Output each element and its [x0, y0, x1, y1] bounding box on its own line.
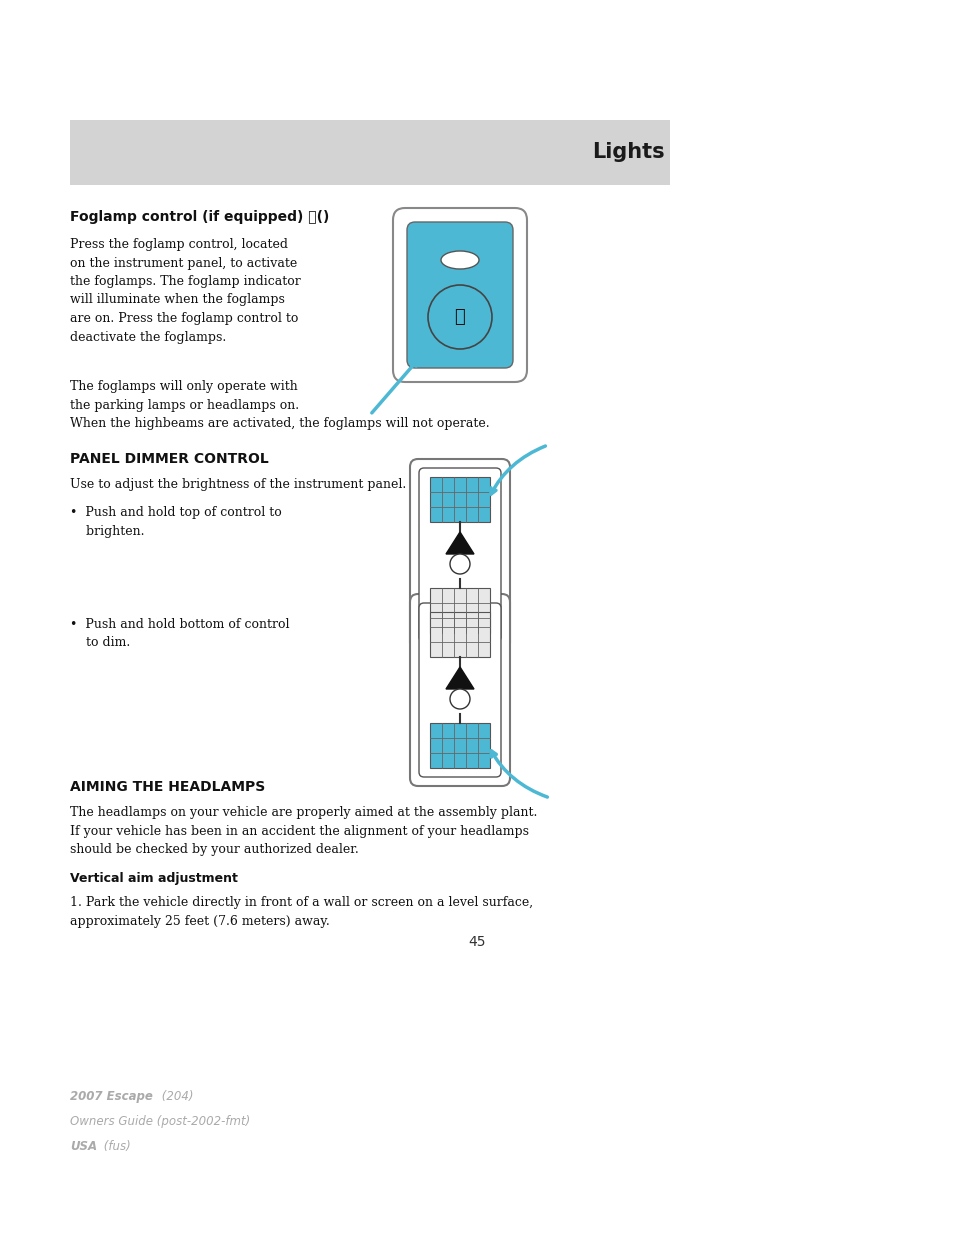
Text: 2007 Escape: 2007 Escape	[70, 1091, 152, 1103]
Text: Lights: Lights	[592, 142, 664, 163]
Text: Press the foglamp control, located
on the instrument panel, to activate
the fogl: Press the foglamp control, located on th…	[70, 238, 300, 343]
Bar	[430, 588, 490, 634]
Text: 45: 45	[468, 935, 485, 948]
Text: •  Push and hold top of control to
    brighten.: • Push and hold top of control to bright…	[70, 506, 281, 537]
Polygon shape	[446, 532, 474, 555]
FancyBboxPatch shape	[410, 459, 510, 651]
Text: •  Push and hold bottom of control
    to dim.: • Push and hold bottom of control to dim…	[70, 618, 289, 650]
Text: 1. Park the vehicle directly in front of a wall or screen on a level surface,
ap: 1. Park the vehicle directly in front of…	[70, 897, 533, 927]
Text: Vertical aim adjustment: Vertical aim adjustment	[70, 872, 237, 885]
Text: (fus): (fus)	[100, 1140, 131, 1153]
Text: ⫝: ⫝	[455, 308, 465, 326]
FancyBboxPatch shape	[393, 207, 526, 382]
Text: The headlamps on your vehicle are properly aimed at the assembly plant.
If your : The headlamps on your vehicle are proper…	[70, 806, 537, 856]
Circle shape	[428, 285, 492, 350]
Text: USA: USA	[70, 1140, 97, 1153]
Bar	[430, 613, 490, 657]
FancyBboxPatch shape	[418, 468, 500, 642]
Text: Use to adjust the brightness of the instrument panel.: Use to adjust the brightness of the inst…	[70, 478, 406, 492]
Bar	[430, 722, 490, 768]
FancyBboxPatch shape	[407, 222, 513, 368]
Bar	[70, 120, 669, 185]
Text: PANEL DIMMER CONTROL: PANEL DIMMER CONTROL	[70, 452, 269, 466]
Circle shape	[450, 555, 470, 574]
FancyBboxPatch shape	[410, 594, 510, 785]
Text: AIMING THE HEADLAMPS: AIMING THE HEADLAMPS	[70, 781, 265, 794]
Text: The foglamps will only operate with
the parking lamps or headlamps on.
When the : The foglamps will only operate with the …	[70, 380, 489, 430]
Text: Owners Guide (post-2002-fmt): Owners Guide (post-2002-fmt)	[70, 1115, 250, 1128]
Polygon shape	[446, 667, 474, 689]
FancyBboxPatch shape	[418, 603, 500, 777]
Bar	[430, 477, 490, 522]
Ellipse shape	[440, 251, 478, 269]
Circle shape	[450, 689, 470, 709]
Text: Foglamp control (if equipped) ⫝(): Foglamp control (if equipped) ⫝()	[70, 210, 329, 224]
Text: (204): (204)	[158, 1091, 193, 1103]
